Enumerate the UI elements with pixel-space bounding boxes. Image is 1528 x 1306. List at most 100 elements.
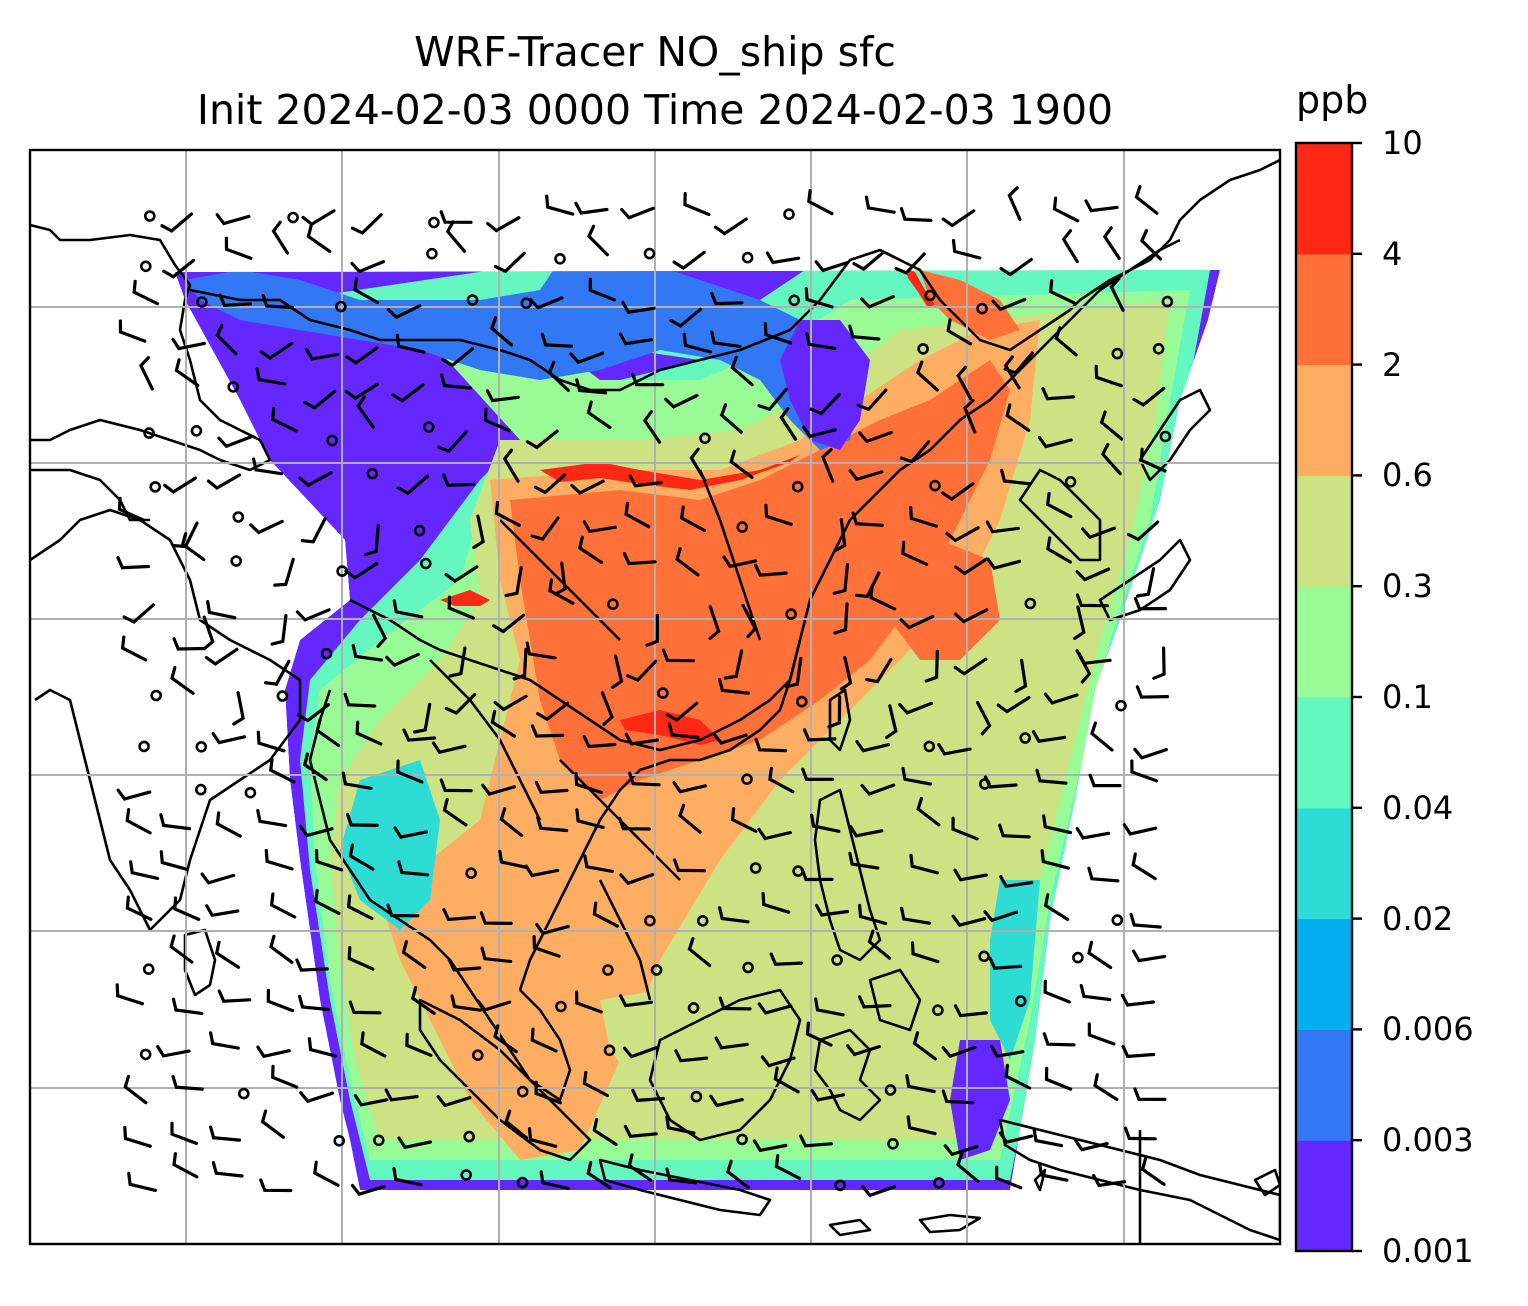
wind-barb — [493, 251, 526, 274]
wind-barb — [259, 341, 294, 360]
wind-barb — [315, 718, 341, 748]
wind-barb — [360, 1031, 387, 1058]
wind-barb — [217, 989, 252, 1003]
wind-barb — [574, 771, 603, 794]
wind-barb — [592, 901, 619, 928]
wind-barb — [530, 1027, 558, 1053]
wind-barb — [1054, 326, 1078, 357]
coastline-japan — [1098, 388, 1212, 622]
wind-barb — [1129, 912, 1162, 929]
wind-barb — [163, 476, 197, 494]
wind-barb — [624, 732, 659, 746]
wind-barb — [626, 659, 658, 683]
wind-barb — [1041, 387, 1075, 401]
wind-barb — [120, 635, 148, 662]
wind-barb — [156, 1045, 191, 1058]
wind-barb — [123, 1125, 152, 1148]
wind-barb — [341, 771, 373, 790]
calm-wind-marker — [749, 862, 762, 874]
wind-barb — [304, 347, 340, 361]
wind-barb — [393, 826, 428, 839]
wind-barb — [348, 1000, 382, 1015]
wind-barb — [1046, 536, 1072, 564]
border-1 — [30, 468, 150, 522]
wind-barb — [364, 523, 380, 557]
wind-barb — [954, 557, 988, 576]
wind-barb — [209, 1125, 242, 1142]
map-frame — [28, 148, 1282, 1246]
calm-wind-marker — [736, 1133, 748, 1146]
wind-barb — [860, 783, 896, 796]
calm-wind-marker — [466, 294, 479, 306]
wind-barb — [527, 1127, 558, 1148]
wind-barb — [1133, 747, 1168, 760]
wind-barb — [211, 1161, 244, 1178]
wind-barb — [998, 1131, 1034, 1144]
wind-barb — [999, 257, 1033, 277]
wind-barb — [1014, 658, 1028, 693]
wind-barb — [264, 848, 294, 871]
wind-barb — [619, 873, 655, 886]
wind-barb — [752, 1139, 788, 1153]
wind-barb — [1090, 721, 1114, 752]
wind-barb — [490, 709, 516, 738]
wind-barb — [848, 824, 884, 838]
wind-barb — [710, 330, 742, 348]
wind-barb — [814, 997, 845, 1017]
calm-wind-marker — [741, 251, 754, 264]
wind-barb — [472, 514, 485, 550]
calm-wind-marker — [884, 1084, 897, 1096]
wind-barb — [672, 250, 706, 270]
wind-barb — [894, 252, 926, 275]
wind-barb — [436, 1095, 472, 1108]
wind-barb — [504, 1109, 529, 1140]
wind-barb — [410, 986, 436, 1015]
calm-wind-marker — [326, 434, 338, 447]
wind-barb — [1045, 491, 1073, 519]
calm-wind-marker — [140, 260, 152, 273]
wind-barb — [498, 849, 529, 870]
wind-barb — [1087, 1022, 1116, 1046]
wind-barb — [350, 213, 383, 235]
wind-barb — [180, 532, 206, 562]
wind-barb — [810, 813, 841, 833]
wind-barb — [814, 903, 850, 917]
wind-barb — [314, 888, 341, 915]
wind-barb — [864, 195, 896, 214]
wind-barb — [138, 356, 154, 391]
wind-barb — [492, 613, 526, 634]
wind-barb — [295, 958, 329, 972]
calm-wind-marker — [1159, 430, 1172, 443]
wind-barb — [215, 213, 251, 226]
calm-wind-marker — [149, 481, 161, 493]
wind-barb — [204, 647, 239, 666]
wind-barb — [848, 851, 880, 870]
calm-wind-marker — [783, 208, 795, 220]
wind-barb — [577, 535, 604, 564]
wind-barb — [214, 940, 241, 969]
coastline-java — [598, 1158, 772, 1217]
coastline-timor — [828, 1168, 1280, 1237]
wind-barb — [260, 1109, 285, 1139]
coastline-china-coast — [518, 639, 802, 991]
wind-barb — [621, 301, 656, 314]
calm-wind-marker — [230, 555, 242, 567]
calm-wind-marker — [138, 740, 150, 753]
wind-barb — [623, 1124, 658, 1138]
wind-barb — [990, 1045, 1025, 1058]
coastline-taiwan — [828, 688, 852, 752]
wind-barb — [1075, 567, 1111, 582]
wind-barb — [307, 1037, 338, 1058]
wind-barb — [718, 996, 752, 1011]
calm-wind-marker — [607, 598, 619, 611]
wind-barb — [171, 1075, 204, 1091]
wind-barb — [132, 279, 160, 306]
wind-barb — [171, 337, 206, 351]
wind-barb — [493, 1024, 518, 1054]
wind-barb — [170, 1121, 198, 1145]
wind-barb — [397, 860, 430, 877]
wind-barb — [622, 1046, 658, 1059]
calm-wind-marker — [150, 689, 162, 702]
wind-barb — [885, 704, 898, 739]
calm-wind-marker — [831, 954, 843, 966]
